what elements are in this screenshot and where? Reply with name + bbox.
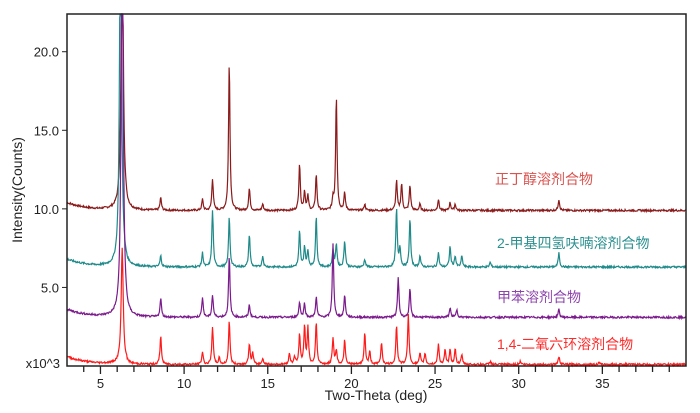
series-label: 甲苯溶剂合物: [497, 289, 581, 305]
y-tick-label: 15.0: [34, 123, 59, 138]
x-tick-label: 25: [428, 376, 442, 391]
y-tick-label: 20.0: [34, 45, 59, 60]
x-tick-label: 20: [344, 376, 358, 391]
x-tick-label: 5: [97, 376, 104, 391]
series-line: [66, 13, 687, 321]
series-line: [66, 13, 687, 270]
x-axis-label: Two-Theta (deg): [325, 387, 428, 403]
series-line: [66, 247, 687, 368]
y-axis-label: Intensity(Counts): [9, 137, 25, 243]
series-label: 2-甲基四氢呋喃溶剂合物: [497, 235, 649, 251]
series-line: [66, 13, 687, 214]
y-multiplier-label: x10^3: [26, 356, 60, 371]
x-tick-label: 35: [595, 376, 609, 391]
x-tick-label: 10: [177, 376, 191, 391]
x-tick-label: 15: [261, 376, 275, 391]
plot-frame: [66, 13, 687, 367]
x-tick-label: 30: [511, 376, 525, 391]
series-label: 1,4-二氧六环溶剂合物: [497, 336, 633, 352]
y-tick-label: 10.0: [34, 202, 59, 217]
y-tick-label: 5.0: [41, 280, 59, 295]
series-label: 正丁醇溶剂合物: [495, 171, 593, 187]
